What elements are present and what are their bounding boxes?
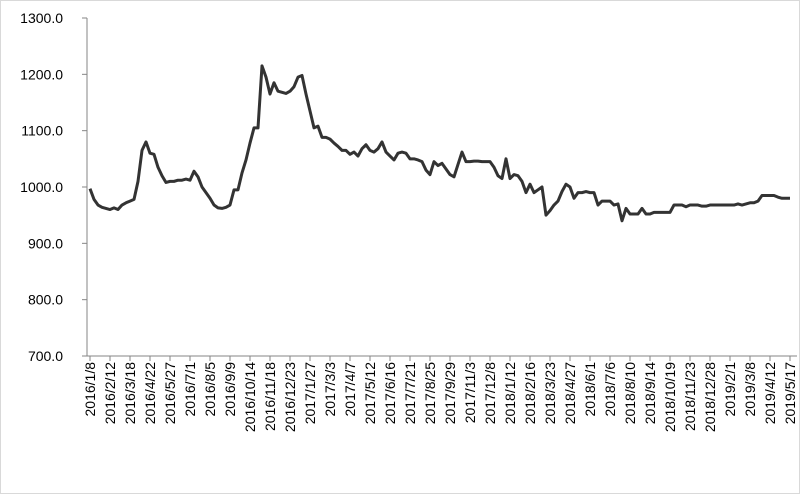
x-tick-label: 2018/6/1 xyxy=(582,362,598,417)
x-tick-label: 2017/5/12 xyxy=(362,362,378,424)
x-tick-label: 2018/2/16 xyxy=(522,362,538,424)
y-tick-label: 1000.0 xyxy=(20,179,63,195)
x-tick-label: 2016/8/5 xyxy=(202,362,218,417)
x-tick-label: 2019/3/8 xyxy=(742,362,758,417)
x-tick-label: 2017/3/3 xyxy=(322,362,338,417)
x-tick-label: 2016/7/1 xyxy=(182,362,198,417)
x-tick-label: 2017/7/21 xyxy=(402,362,418,424)
y-tick-label: 1300.0 xyxy=(20,10,63,26)
x-tick-label: 2016/10/14 xyxy=(242,362,258,432)
x-tick-label: 2018/1/12 xyxy=(502,362,518,424)
x-tick-label: 2017/1/27 xyxy=(302,362,318,424)
x-tick-label: 2016/12/23 xyxy=(282,362,298,432)
x-tick-label: 2016/2/12 xyxy=(102,362,118,424)
data-line xyxy=(88,64,790,223)
x-tick-label: 2019/5/17 xyxy=(782,362,798,424)
x-tick-label: 2017/6/16 xyxy=(382,362,398,424)
x-tick-label: 2019/4/12 xyxy=(762,362,778,424)
x-tick-label: 2018/11/23 xyxy=(682,362,698,431)
x-tick-label: 2017/11/3 xyxy=(462,362,478,423)
x-tick-label: 2017/9/29 xyxy=(442,362,458,424)
x-tick-label: 2016/11/18 xyxy=(262,362,278,431)
x-tick-label: 2018/3/23 xyxy=(542,362,558,424)
y-tick-label: 1100.0 xyxy=(21,123,63,139)
x-tick-label: 2019/2/1 xyxy=(722,362,738,417)
x-tick-label: 2018/12/28 xyxy=(702,362,718,432)
y-tick-label: 1200.0 xyxy=(20,66,63,82)
x-tick-label: 2016/3/18 xyxy=(122,362,138,424)
x-tick-label: 2016/9/9 xyxy=(222,362,238,417)
x-tick-label: 2018/10/19 xyxy=(662,362,678,432)
x-tick-label: 2017/12/8 xyxy=(482,362,498,424)
x-tick-label: 2017/8/25 xyxy=(422,362,438,424)
x-tick-label: 2018/9/14 xyxy=(642,362,658,424)
x-tick-label: 2018/7/6 xyxy=(602,362,618,417)
y-tick-label: 800.0 xyxy=(28,292,63,308)
x-tick-label: 2018/4/27 xyxy=(562,362,578,424)
y-tick-label: 900.0 xyxy=(28,235,63,251)
x-tick-label: 2016/5/27 xyxy=(162,362,178,424)
x-tick-label: 2018/8/10 xyxy=(622,362,638,424)
x-tick-label: 2016/1/8 xyxy=(82,362,98,417)
x-tick-label: 2017/4/7 xyxy=(342,362,358,417)
x-tick-label: 2016/4/22 xyxy=(142,362,158,424)
y-tick-label: 700.0 xyxy=(28,348,63,364)
